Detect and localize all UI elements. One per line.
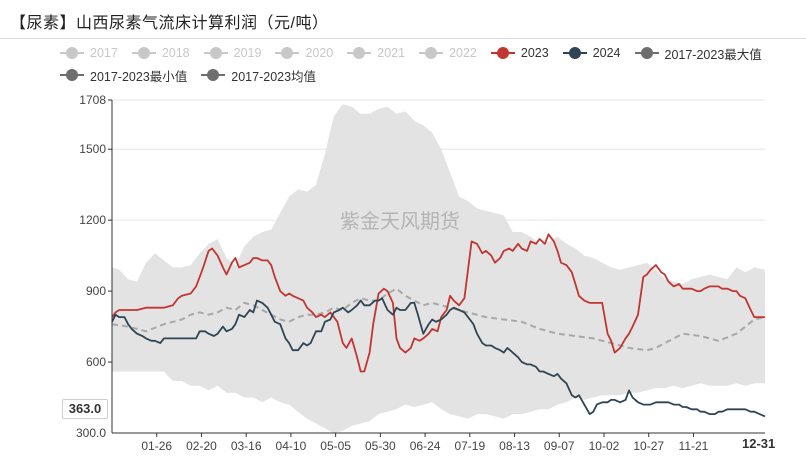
legend-marker-icon [634, 47, 659, 59]
x-tick-label: 10-27 [633, 439, 664, 453]
x-tick-label: 05-30 [365, 439, 396, 453]
legend-label: 2021 [377, 46, 406, 60]
legend-label: 2017-2023均值 [231, 69, 317, 84]
x-tick-label: 03-16 [231, 439, 262, 453]
legend-label: 2023 [520, 46, 549, 60]
legend-label: 2017 [90, 46, 118, 60]
legend-item-2020[interactable]: 2020 [275, 46, 333, 60]
legend-item-2017-2023均值[interactable]: 2017-2023均值 [201, 66, 316, 85]
legend-label: 2017-2023最大值 [664, 47, 762, 62]
title-bar: 【尿素】山西尿素气流床计算利润（元/吨） [0, 0, 806, 39]
x-tick-label: 04-10 [276, 439, 307, 453]
legend-item-2017-2023最大值[interactable]: 2017-2023最大值 [634, 44, 762, 63]
legend-marker-icon [490, 47, 515, 59]
legend-marker-icon [203, 47, 228, 59]
legend-marker-icon [60, 47, 84, 59]
legend-item-2024[interactable]: 2024 [562, 46, 621, 60]
legend-label: 2017-2023最小值 [90, 69, 188, 84]
watermark-text: 紫金天风期货 [340, 210, 460, 233]
legend-label: 2019 [233, 46, 262, 60]
x-tick-label: 07-19 [454, 439, 485, 453]
range-band [112, 104, 765, 434]
legend-item-2017[interactable]: 2017 [60, 46, 118, 60]
x-tick-label: 01-26 [141, 439, 172, 453]
legend-item-2019[interactable]: 2019 [203, 46, 262, 60]
series-line-2024 [111, 297, 766, 418]
legend-label: 2022 [449, 46, 477, 60]
x-tick-label: 08-13 [499, 439, 530, 453]
legend-marker-icon [60, 69, 84, 81]
x-end-date-readout: 12-31 [742, 436, 776, 451]
x-tick-label: 11-21 [679, 439, 709, 453]
legend-label: 2018 [161, 46, 190, 60]
legend-marker-icon [131, 47, 156, 59]
legend-label: 2020 [305, 46, 334, 60]
y-tick-label: 600 [86, 355, 106, 369]
chart-legend: 2017 2018 2019 2020 2021 2022 2023 2024 2017-202… [60, 42, 800, 86]
legend-marker-icon [419, 47, 444, 59]
y-value-readout: 363.0 [62, 399, 108, 419]
legend-item-2022[interactable]: 2022 [419, 46, 477, 60]
legend-item-2021[interactable]: 2021 [347, 46, 405, 60]
legend-marker-icon [347, 47, 372, 59]
legend-row: 2017 2018 2019 2020 2021 2022 2023 2024 2017-202… [60, 42, 800, 64]
legend-marker-icon [275, 47, 300, 59]
legend-item-2017-2023最小值[interactable]: 2017-2023最小值 [60, 66, 187, 85]
y-tick-label: 1708 [79, 93, 106, 107]
y-tick-label: 300.0 [76, 426, 106, 440]
x-tick-label: 06-24 [410, 439, 441, 453]
legend-label: 2024 [592, 46, 621, 60]
series-line-2017-2023均值 [111, 287, 766, 352]
chart-title: 【尿素】山西尿素气流床计算利润（元/吨） [10, 15, 329, 32]
series-line-2023 [111, 233, 765, 373]
x-tick-label: 09-07 [544, 439, 575, 453]
y-tick-label: 900 [86, 284, 106, 298]
legend-marker-icon [201, 69, 226, 81]
x-tick-label: 02-20 [186, 439, 217, 453]
legend-item-2018[interactable]: 2018 [131, 46, 190, 60]
legend-row: 2017-2023最小值 2017-2023均值 [60, 64, 800, 86]
y-tick-label: 1500 [79, 142, 106, 156]
x-tick-label: 05-05 [320, 439, 351, 453]
legend-marker-icon [562, 47, 587, 59]
x-tick-label: 10-02 [589, 439, 620, 453]
legend-item-2023[interactable]: 2023 [490, 46, 549, 60]
y-tick-label: 1200 [79, 213, 106, 227]
